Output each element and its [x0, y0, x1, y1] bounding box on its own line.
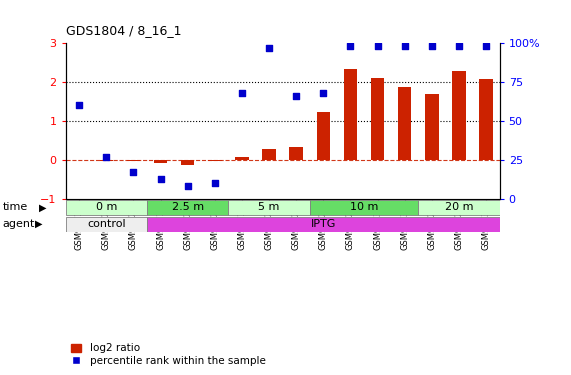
Bar: [425, 94, 439, 160]
Text: ▶: ▶: [39, 202, 46, 212]
FancyBboxPatch shape: [418, 200, 500, 215]
Bar: [208, 160, 222, 161]
Bar: [154, 160, 167, 163]
Bar: [316, 112, 330, 160]
Bar: [371, 78, 384, 160]
FancyBboxPatch shape: [66, 200, 147, 215]
Legend: log2 ratio, percentile rank within the sample: log2 ratio, percentile rank within the s…: [71, 344, 266, 366]
FancyBboxPatch shape: [147, 216, 500, 232]
Text: control: control: [87, 219, 126, 229]
Bar: [181, 160, 195, 165]
Text: 5 m: 5 m: [259, 202, 280, 212]
Text: agent: agent: [3, 219, 35, 229]
Bar: [398, 87, 412, 160]
Point: [75, 102, 84, 108]
Point: [481, 43, 490, 49]
Text: IPTG: IPTG: [311, 219, 336, 229]
Text: time: time: [3, 202, 28, 212]
FancyBboxPatch shape: [66, 216, 147, 232]
Point: [373, 43, 382, 49]
Point: [129, 170, 138, 176]
FancyBboxPatch shape: [228, 200, 309, 215]
Text: 20 m: 20 m: [445, 202, 473, 212]
Text: 2.5 m: 2.5 m: [172, 202, 204, 212]
Bar: [99, 160, 113, 161]
Point: [319, 90, 328, 96]
Point: [264, 45, 274, 51]
Point: [346, 43, 355, 49]
Point: [102, 154, 111, 160]
Text: ▶: ▶: [35, 219, 43, 229]
Point: [427, 43, 436, 49]
Point: [238, 90, 247, 96]
Point: [455, 43, 464, 49]
Point: [183, 183, 192, 189]
Bar: [235, 157, 249, 160]
Point: [156, 176, 165, 181]
Bar: [452, 71, 466, 160]
Text: 0 m: 0 m: [96, 202, 117, 212]
Bar: [127, 160, 140, 161]
Point: [210, 180, 219, 186]
Point: [292, 93, 301, 99]
FancyBboxPatch shape: [309, 200, 418, 215]
Bar: [262, 149, 276, 160]
Bar: [344, 69, 357, 160]
Point: [400, 43, 409, 49]
Bar: [289, 147, 303, 160]
Text: 10 m: 10 m: [350, 202, 378, 212]
Text: GDS1804 / 8_16_1: GDS1804 / 8_16_1: [66, 24, 181, 38]
FancyBboxPatch shape: [147, 200, 228, 215]
Bar: [479, 79, 493, 160]
